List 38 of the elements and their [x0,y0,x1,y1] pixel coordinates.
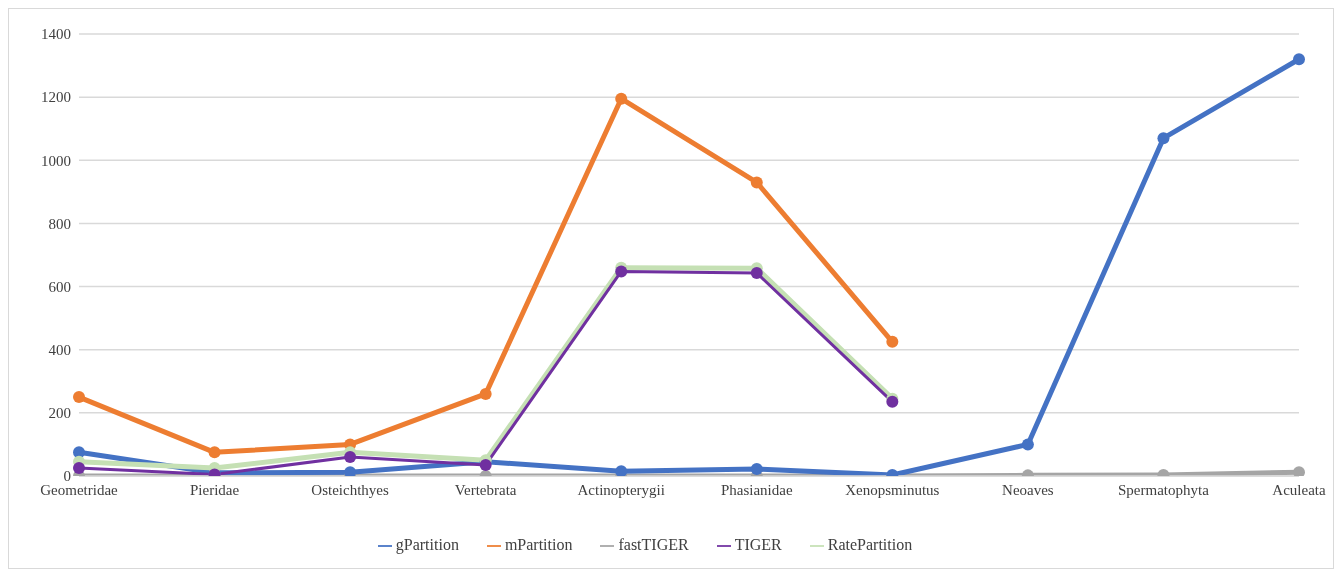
x-tick-label: Pieridae [189,481,240,498]
x-tick-label: Osteichthyes [311,481,390,498]
x-tick-label: Xenopsminutus [845,481,940,498]
point [344,451,357,464]
point [615,265,628,278]
point [1021,438,1034,451]
legend-label: TIGER [734,536,782,553]
point [1293,466,1305,476]
y-tick-label: 800 [48,215,71,232]
point [750,267,763,279]
point [615,92,628,105]
x-tick-label: Neoaves [1002,481,1054,498]
point [73,391,85,404]
x-tick-label: Phasianidae [720,481,793,498]
legend-label: gPartition [395,536,459,553]
x-tick-label: Actinopterygii [577,481,665,498]
y-tick-label: 1400 [41,26,71,43]
point [750,176,763,189]
point [886,335,899,348]
y-tick-label: 600 [48,278,71,295]
y-tick-label: 200 [48,405,71,422]
point [1293,53,1305,66]
y-tick-label: 1000 [41,152,71,169]
x-tick-label: Aculeata [1272,481,1326,498]
x-tick-label: Vertebrata [454,481,517,498]
legend-label: mPartition [504,536,573,553]
x-tick-label: Spermatophyta [1118,481,1210,498]
point [615,465,628,476]
y-tick-label: 400 [48,342,71,359]
point [344,466,357,476]
point [479,387,492,400]
legend-label: RatePartition [827,536,913,553]
point [750,463,763,476]
point [208,446,221,459]
point [73,462,85,475]
y-tick-label: 1200 [41,89,71,106]
point [1157,132,1170,145]
legend-label: fastTIGER [618,536,689,553]
